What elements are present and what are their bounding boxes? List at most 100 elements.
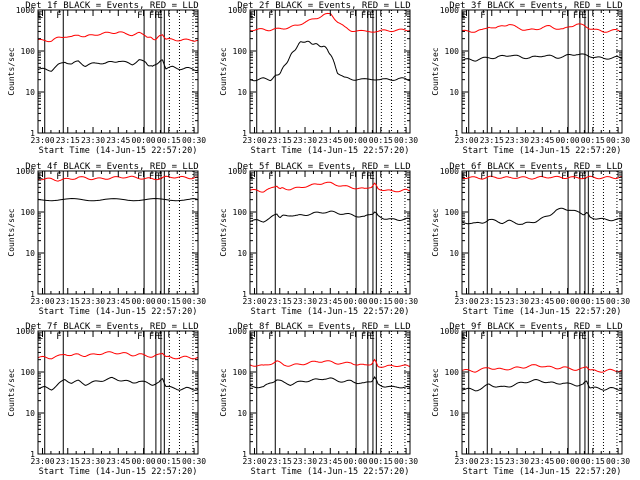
event-marker-label: F bbox=[366, 332, 371, 342]
x-tick-label: 23:30 bbox=[293, 457, 317, 466]
event-marker-label: F bbox=[573, 11, 578, 21]
x-tick-label: 23:00 bbox=[242, 136, 266, 145]
x-tick-label: 23:30 bbox=[81, 297, 105, 306]
x-tick-label: 00:00 bbox=[344, 457, 368, 466]
x-tick-label: 00:00 bbox=[132, 136, 156, 145]
y-tick-label: 10 bbox=[449, 409, 459, 418]
x-tick-label: 00:30 bbox=[606, 297, 630, 306]
x-axis-label: Start Time (14-Jun-15 22:57:20) bbox=[39, 146, 198, 156]
event-marker-label: E bbox=[581, 172, 586, 182]
y-tick-label: 100 bbox=[445, 47, 460, 56]
event-marker-label: E bbox=[157, 332, 162, 342]
x-tick-label: 00:30 bbox=[182, 136, 206, 145]
y-tick-label: 1 bbox=[454, 450, 459, 459]
event-marker-label: F bbox=[349, 172, 354, 182]
plot-frame bbox=[249, 330, 411, 455]
panel-title: Det_4f BLACK = Events, RED = LLD bbox=[25, 162, 198, 172]
x-tick-label: 00:30 bbox=[182, 457, 206, 466]
event-marker-label: F bbox=[349, 332, 354, 342]
x-tick-label: 23:00 bbox=[454, 297, 478, 306]
plot-frame bbox=[37, 330, 199, 455]
y-tick-label: 1 bbox=[30, 450, 35, 459]
x-tick-label: 23:45 bbox=[318, 297, 342, 306]
events-series-line bbox=[38, 197, 198, 202]
y-tick-label: 1000 bbox=[16, 327, 35, 336]
events-series-line bbox=[462, 207, 622, 225]
x-tick-label: 23:15 bbox=[268, 136, 292, 145]
x-tick-label: 23:45 bbox=[530, 457, 554, 466]
y-axis-label: Counts/sec bbox=[219, 368, 228, 416]
x-tick-label: 23:00 bbox=[454, 136, 478, 145]
event-marker-label: F bbox=[268, 11, 273, 21]
event-marker-label: F bbox=[268, 332, 273, 342]
event-marker-label: E bbox=[369, 172, 374, 182]
x-tick-label: 23:30 bbox=[505, 457, 529, 466]
x-tick-label: 23:45 bbox=[318, 136, 342, 145]
x-tick-label: 23:15 bbox=[268, 457, 292, 466]
x-tick-label: 00:30 bbox=[394, 136, 418, 145]
y-tick-label: 100 bbox=[445, 368, 460, 377]
x-tick-label: 23:15 bbox=[56, 136, 80, 145]
x-tick-label: 23:45 bbox=[106, 457, 130, 466]
event-marker-label: F bbox=[480, 11, 485, 21]
y-tick-label: 100 bbox=[445, 208, 460, 217]
y-tick-label: 10 bbox=[25, 409, 35, 418]
x-tick-label: 00:15 bbox=[581, 136, 605, 145]
panel-det-3: Det_3f BLACK = Events, RED = LLD Counts/s… bbox=[431, 1, 630, 156]
x-tick-label: 23:30 bbox=[81, 457, 105, 466]
panel-det-2: Det_2f BLACK = Events, RED = LLD Counts/s… bbox=[219, 1, 418, 156]
y-tick-label: 100 bbox=[21, 368, 36, 377]
x-tick-label: 23:15 bbox=[480, 297, 504, 306]
x-axis-label: Start Time (14-Jun-15 22:57:20) bbox=[39, 307, 198, 317]
event-marker-label: F bbox=[137, 172, 142, 182]
x-tick-label: 23:00 bbox=[30, 457, 54, 466]
event-marker-label: F bbox=[366, 172, 371, 182]
x-tick-label: 00:30 bbox=[606, 136, 630, 145]
event-marker-label: E bbox=[369, 11, 374, 21]
x-tick-label: 23:15 bbox=[480, 457, 504, 466]
lld-series-line bbox=[462, 364, 622, 373]
plot-frame bbox=[37, 170, 199, 295]
y-tick-label: 10 bbox=[449, 249, 459, 258]
y-axis-label: Counts/sec bbox=[7, 208, 16, 256]
x-tick-label: 23:00 bbox=[242, 457, 266, 466]
x-tick-label: 00:00 bbox=[132, 457, 156, 466]
x-tick-label: 00:30 bbox=[182, 297, 206, 306]
x-tick-label: 23:15 bbox=[56, 297, 80, 306]
plot-frame bbox=[37, 9, 199, 134]
x-axis-label: Start Time (14-Jun-15 22:57:20) bbox=[251, 146, 410, 156]
y-axis-label: Counts/sec bbox=[7, 47, 16, 95]
x-tick-label: 23:30 bbox=[505, 136, 529, 145]
event-marker-label: F bbox=[561, 332, 566, 342]
x-axis-label: Start Time (14-Jun-15 22:57:20) bbox=[463, 467, 622, 477]
y-tick-label: 1000 bbox=[228, 167, 247, 176]
y-tick-label: 1 bbox=[242, 129, 247, 138]
events-series-line bbox=[38, 59, 198, 72]
x-tick-label: 23:45 bbox=[106, 297, 130, 306]
y-tick-label: 1000 bbox=[440, 327, 459, 336]
y-tick-label: 1000 bbox=[16, 6, 35, 15]
x-tick-label: 00:15 bbox=[157, 457, 181, 466]
x-tick-label: 00:15 bbox=[157, 297, 181, 306]
event-marker-label: F bbox=[154, 172, 159, 182]
panel-title: Det_3f BLACK = Events, RED = LLD bbox=[449, 1, 622, 11]
y-tick-label: 100 bbox=[233, 368, 248, 377]
event-marker-label: E bbox=[157, 172, 162, 182]
x-axis-label: Start Time (14-Jun-15 22:57:20) bbox=[251, 467, 410, 477]
x-axis-label: Start Time (14-Jun-15 22:57:20) bbox=[463, 307, 622, 317]
lld-series-line bbox=[462, 23, 622, 33]
x-tick-label: 00:15 bbox=[369, 136, 393, 145]
x-tick-label: 23:45 bbox=[530, 297, 554, 306]
x-tick-label: 00:30 bbox=[394, 457, 418, 466]
event-marker-label: F bbox=[361, 172, 366, 182]
lld-series-line bbox=[250, 181, 410, 193]
lld-series-line bbox=[250, 358, 410, 368]
x-axis-label: Start Time (14-Jun-15 22:57:20) bbox=[39, 467, 198, 477]
events-series-line bbox=[462, 53, 622, 62]
lld-series-line bbox=[462, 175, 622, 180]
x-tick-label: 23:30 bbox=[505, 297, 529, 306]
y-tick-label: 1 bbox=[454, 290, 459, 299]
events-series-line bbox=[38, 376, 198, 391]
y-tick-label: 1000 bbox=[228, 6, 247, 15]
